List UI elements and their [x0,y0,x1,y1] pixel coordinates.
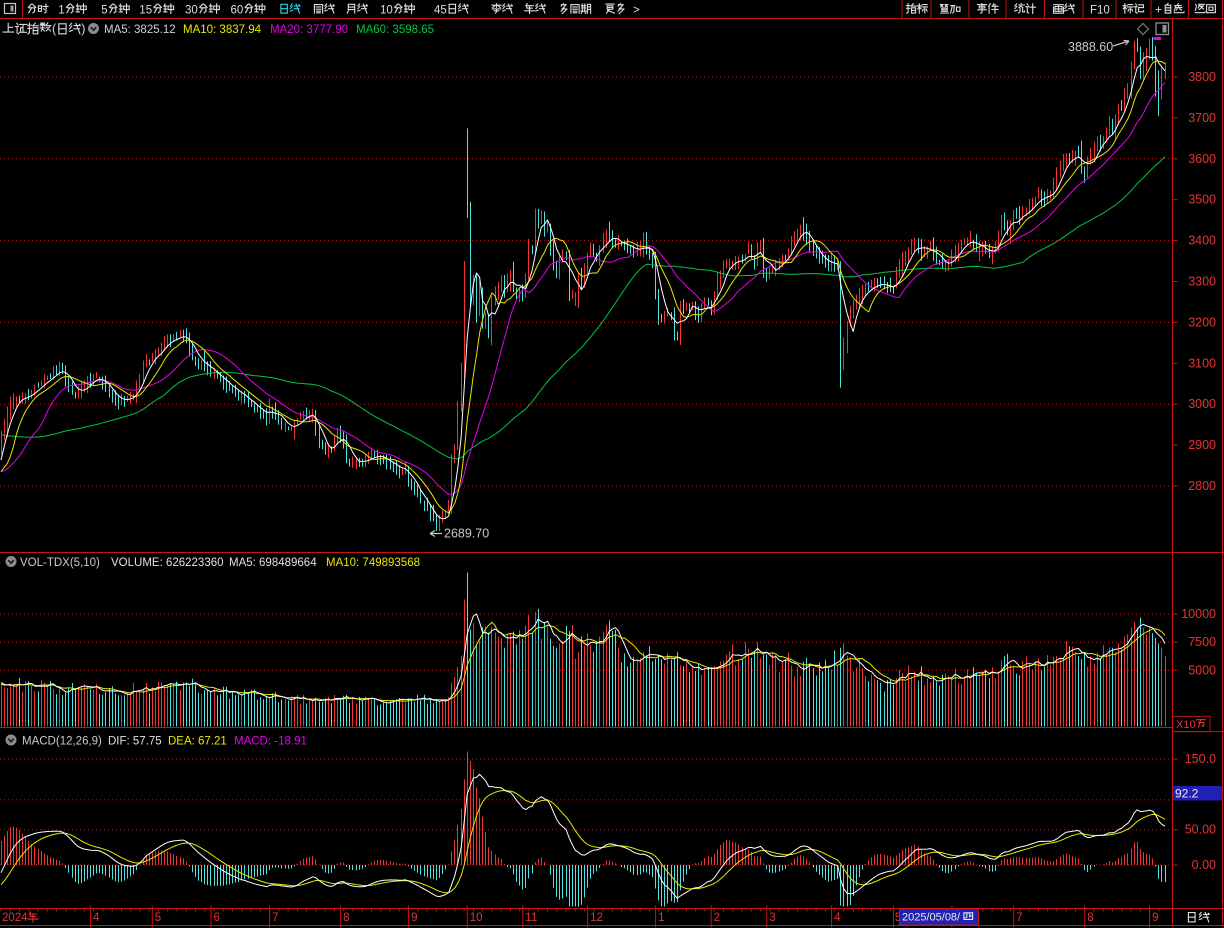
svg-text:DIF: 57.75: DIF: 57.75 [108,736,162,748]
svg-text:MA10: 749893568: MA10: 749893568 [326,557,420,569]
svg-text:150.0: 150.0 [1185,752,1216,766]
svg-text:F10: F10 [1090,5,1110,17]
svg-text:9: 9 [1152,912,1158,924]
svg-text:VOL-TDX(5,10): VOL-TDX(5,10) [20,557,100,569]
svg-text:+: + [1155,3,1162,17]
svg-text:15: 15 [139,5,152,17]
svg-text:3000: 3000 [1188,397,1216,411]
svg-text:>: > [633,5,640,17]
svg-text:6: 6 [213,912,219,924]
svg-text:2: 2 [714,912,720,924]
svg-text:11: 11 [525,912,537,924]
svg-text:): ) [81,22,85,36]
svg-text:1: 1 [658,912,664,924]
svg-text:4: 4 [834,912,841,924]
svg-text:4: 4 [93,912,100,924]
svg-text:8: 8 [343,912,349,924]
svg-text:2900: 2900 [1188,438,1216,452]
svg-text:MA60: 3598.65: MA60: 3598.65 [356,24,434,36]
svg-text:10000: 10000 [1181,607,1216,621]
svg-text:3200: 3200 [1188,315,1216,329]
svg-text:7: 7 [1016,912,1022,924]
svg-text:MA5: 698489664: MA5: 698489664 [229,557,317,569]
svg-text:12: 12 [590,912,603,924]
svg-text:MACD(12,26,9): MACD(12,26,9) [22,736,102,748]
svg-text:10: 10 [380,5,393,17]
svg-text:3600: 3600 [1188,152,1216,166]
svg-text:8: 8 [1087,912,1093,924]
svg-text:3700: 3700 [1188,111,1216,125]
svg-text:3100: 3100 [1188,356,1216,370]
svg-text:1: 1 [58,5,64,17]
svg-text:5: 5 [155,912,161,924]
svg-text:30: 30 [185,5,198,17]
svg-text:3400: 3400 [1188,234,1216,248]
svg-text:(: ( [52,22,57,36]
svg-text:5000: 5000 [1188,663,1216,677]
svg-text:VOLUME: 626223360: VOLUME: 626223360 [111,557,224,569]
svg-text:0.00: 0.00 [1192,858,1216,872]
svg-text:7500: 7500 [1188,635,1216,649]
svg-text:5: 5 [895,912,901,924]
svg-text:X10: X10 [1176,719,1196,731]
svg-text:DEA: 67.21: DEA: 67.21 [168,736,227,748]
svg-text:45: 45 [434,5,447,17]
svg-text:7: 7 [272,912,278,924]
svg-text:60: 60 [231,5,244,17]
svg-text:2800: 2800 [1188,479,1216,493]
svg-text:92.2: 92.2 [1175,787,1199,801]
svg-text:10: 10 [470,912,483,924]
svg-text:5: 5 [101,5,107,17]
svg-text:9: 9 [411,912,417,924]
svg-text:3300: 3300 [1188,275,1216,289]
svg-text:2689.70: 2689.70 [444,527,489,541]
svg-text:2025/05/08/: 2025/05/08/ [902,912,961,924]
svg-text:50.00: 50.00 [1185,823,1216,837]
svg-text:MA5: 3825.12: MA5: 3825.12 [104,24,176,36]
svg-text:MA10: 3837.94: MA10: 3837.94 [183,24,262,36]
svg-text:3888.60: 3888.60 [1068,40,1113,54]
svg-text:3500: 3500 [1188,193,1216,207]
svg-text:3800: 3800 [1188,70,1216,84]
svg-text:MA20: 3777.90: MA20: 3777.90 [270,24,348,36]
svg-text:3: 3 [769,912,775,924]
svg-text:MACD: -18.91: MACD: -18.91 [234,736,307,748]
svg-text:2024: 2024 [2,912,28,924]
